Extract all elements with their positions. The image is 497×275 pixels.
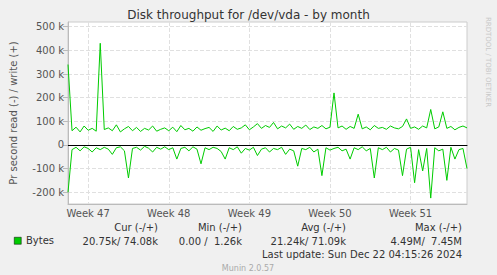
- svg-text:-200 k: -200 k: [32, 187, 64, 198]
- svg-text:Munin 2.0.57: Munin 2.0.57: [222, 264, 274, 273]
- svg-text:500 k: 500 k: [36, 21, 64, 32]
- svg-text:4.49M/ 7.45M: 4.49M/ 7.45M: [390, 236, 462, 247]
- svg-text:Bytes: Bytes: [26, 235, 54, 246]
- svg-text:300 k: 300 k: [36, 69, 64, 80]
- svg-text:Min (-/+): Min (-/+): [198, 222, 242, 233]
- svg-text:RRDTOOL / TOBI OETIKER: RRDTOOL / TOBI OETIKER: [484, 17, 492, 107]
- svg-text:Avg (-/+): Avg (-/+): [301, 222, 346, 233]
- svg-text:Pr second read (-) / write (+): Pr second read (-) / write (+): [8, 41, 19, 184]
- svg-text:Week 50: Week 50: [308, 208, 351, 219]
- svg-text:0.00 / 1.26k: 0.00 / 1.26k: [179, 236, 242, 247]
- svg-text:-100 k: -100 k: [32, 163, 64, 174]
- svg-text:Week 49: Week 49: [228, 208, 271, 219]
- svg-text:Last update: Sun Dec 22 04:15:: Last update: Sun Dec 22 04:15:26 2024: [262, 249, 462, 260]
- svg-text:400 k: 400 k: [36, 45, 64, 56]
- svg-text:Week 47: Week 47: [66, 208, 109, 219]
- svg-text:Week 48: Week 48: [147, 208, 190, 219]
- svg-text:Cur (-/+): Cur (-/+): [114, 222, 158, 233]
- svg-text:100 k: 100 k: [36, 116, 64, 127]
- svg-text:21.24k/ 71.09k: 21.24k/ 71.09k: [271, 236, 347, 247]
- svg-text:Disk throughput for /dev/vda -: Disk throughput for /dev/vda - by month: [127, 8, 370, 22]
- svg-text:Max (-/+): Max (-/+): [415, 222, 462, 233]
- svg-text:Week 51: Week 51: [389, 208, 432, 219]
- svg-text:20.75k/ 74.08k: 20.75k/ 74.08k: [83, 236, 159, 247]
- svg-text:0: 0: [58, 139, 64, 150]
- svg-text:200 k: 200 k: [36, 92, 64, 103]
